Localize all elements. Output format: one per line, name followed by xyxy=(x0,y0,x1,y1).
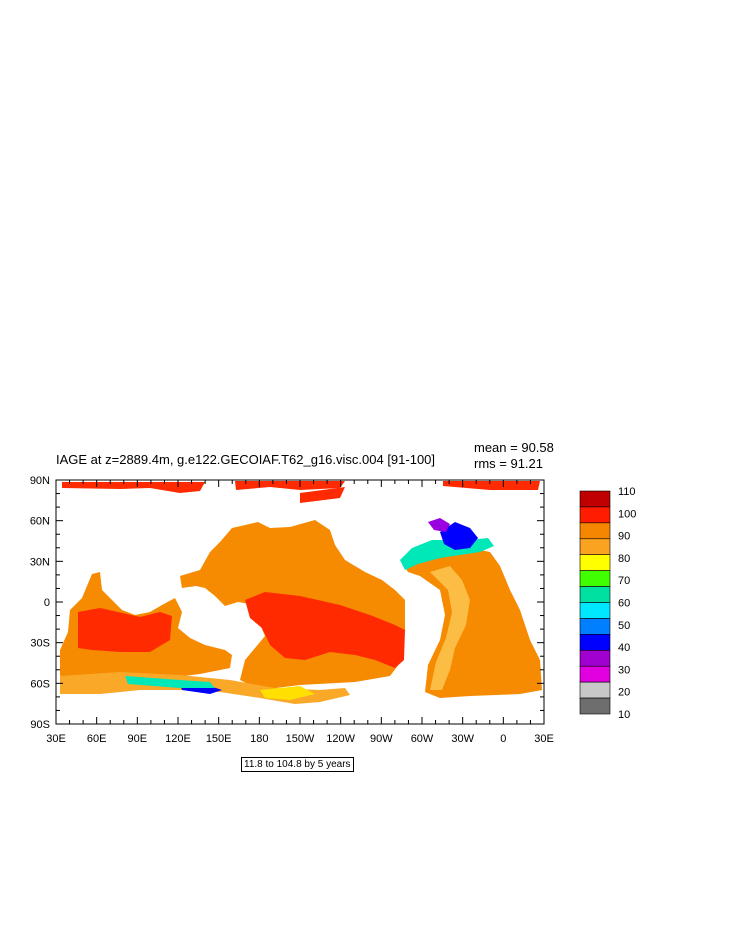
x-tick-label: 120W xyxy=(326,733,355,745)
atlantic-light-band xyxy=(430,566,470,690)
x-tick-label: 180 xyxy=(250,733,268,745)
southern-ocean-yellow xyxy=(260,686,315,700)
x-tick-label: 30E xyxy=(534,733,554,745)
x-tick-label: 30E xyxy=(46,733,66,745)
colorbar-swatch xyxy=(579,538,611,556)
colorbar-swatch xyxy=(579,522,611,540)
colorbar-swatch xyxy=(579,681,611,699)
age-field xyxy=(60,481,542,704)
colorbar-swatch xyxy=(579,665,611,683)
colorbar-label: 50 xyxy=(618,620,630,632)
x-tick-label: 60W xyxy=(411,733,434,745)
colorbar-swatch xyxy=(579,649,611,667)
arctic-field-2 xyxy=(235,481,345,490)
colorbar-label: 70 xyxy=(618,575,630,587)
na-blue xyxy=(440,522,478,550)
colorbar: 110 100 90 80 70 60 50 40 30 20 10 xyxy=(579,486,636,721)
colorbar-swatch xyxy=(579,618,611,635)
colorbar-label: 100 xyxy=(618,508,636,520)
rms-value: rms = 91.21 xyxy=(474,456,544,471)
y-tick-label: 60N xyxy=(30,516,50,528)
colorbar-swatch xyxy=(579,634,611,651)
arctic-field-3 xyxy=(300,487,345,503)
colorbar-label: 90 xyxy=(618,531,630,543)
colorbar-label: 110 xyxy=(618,486,636,498)
y-tick-label: 90N xyxy=(30,475,50,487)
colorbar-swatch xyxy=(579,697,611,715)
colorbar-swatch xyxy=(579,490,611,508)
colorbar-label: 80 xyxy=(618,553,630,565)
x-tick-label: 90E xyxy=(128,733,148,745)
y-tick-label: 30S xyxy=(30,638,50,650)
colorbar-swatch xyxy=(579,602,611,619)
colorbar-label: 20 xyxy=(618,687,630,699)
arctic-field-1 xyxy=(62,482,205,493)
colorbar-swatch xyxy=(579,570,611,587)
y-tick-label: 0 xyxy=(44,597,50,609)
atlantic-field xyxy=(400,545,542,698)
x-tick-label: 60E xyxy=(87,733,107,745)
x-tick-label: 120E xyxy=(165,733,191,745)
indian-red-core xyxy=(78,608,172,652)
plot-title: IAGE at z=2889.4m, g.e122.GECOIAF.T62_g1… xyxy=(56,452,436,467)
y-axis: 90N 60N 30N 0 30S 60S 90S xyxy=(30,475,544,731)
y-tick-label: 60S xyxy=(30,678,50,690)
arctic-field-4 xyxy=(443,481,540,490)
colorbar-swatch xyxy=(579,506,611,524)
x-tick-label: 150W xyxy=(286,733,315,745)
x-tick-label: 30W xyxy=(451,733,474,745)
colorbar-label: 30 xyxy=(618,664,630,676)
contour-info-box: 11.8 to 104.8 by 5 years xyxy=(241,757,354,772)
y-tick-label: 90S xyxy=(30,719,50,731)
colorbar-label: 40 xyxy=(618,642,630,654)
colorbar-label: 10 xyxy=(618,709,630,721)
x-tick-label: 0 xyxy=(500,733,506,745)
x-tick-label: 150E xyxy=(206,733,232,745)
pacific-red-core xyxy=(245,592,405,668)
na-purple xyxy=(428,518,450,532)
mean-value: mean = 90.58 xyxy=(474,440,554,455)
colorbar-swatch xyxy=(579,554,611,571)
x-axis: 30E 60E 90E 120E 150E 180 150W 120W 90W 60W 30W 0 30… xyxy=(46,480,554,745)
x-tick-label: 90W xyxy=(370,733,393,745)
colorbar-swatch xyxy=(579,586,611,603)
y-tick-label: 30N xyxy=(30,556,50,568)
southern-ocean-cyan xyxy=(125,676,215,688)
colorbar-label: 60 xyxy=(618,598,630,610)
